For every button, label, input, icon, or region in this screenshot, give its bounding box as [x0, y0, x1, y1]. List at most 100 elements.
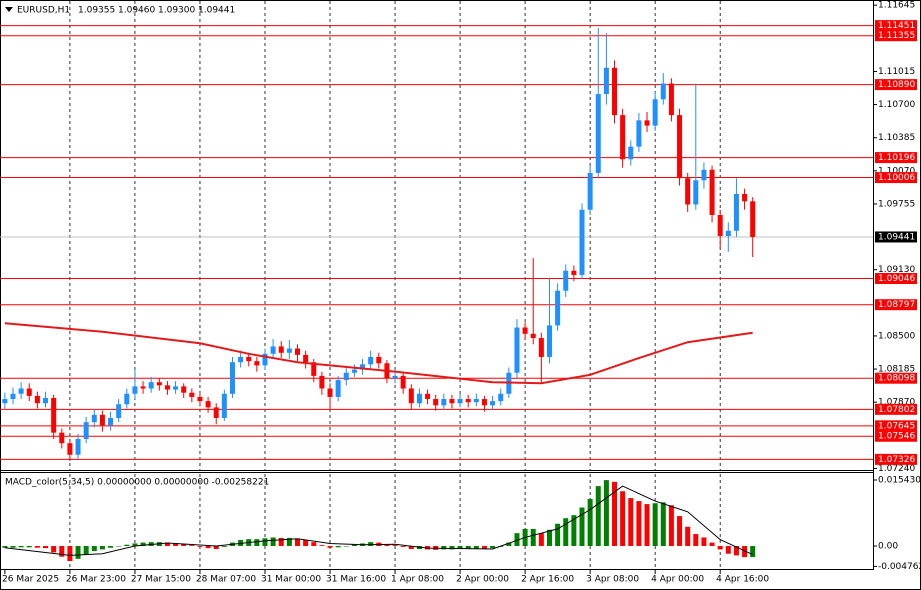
- candle-body: [733, 193, 739, 231]
- candle-body: [612, 67, 618, 116]
- candle-body: [18, 388, 24, 394]
- level-label-box: [875, 372, 917, 384]
- histogram-bar: [595, 486, 601, 547]
- level-label-box: [875, 420, 917, 432]
- histogram-bar: [717, 546, 723, 550]
- candle-body: [587, 172, 593, 210]
- candle-body: [2, 399, 8, 404]
- histogram-bar: [197, 546, 203, 547]
- menu-arrow[interactable]: [5, 7, 13, 12]
- candle-body: [668, 83, 674, 116]
- histogram-bar: [725, 546, 731, 554]
- histogram-bar: [668, 505, 674, 547]
- candle-body: [197, 396, 203, 402]
- histogram-bar: [221, 546, 227, 547]
- level-label: 1.09046: [878, 274, 915, 284]
- y-tick-label: 1.10070: [878, 166, 915, 176]
- candle-body: [701, 169, 707, 181]
- candle-body: [628, 146, 634, 160]
- level-label: 1.08797: [878, 300, 915, 310]
- histogram-bar: [343, 546, 349, 547]
- histogram-bar: [490, 546, 496, 549]
- histogram-bar: [51, 546, 57, 553]
- histogram-bar: [506, 542, 512, 547]
- candle-body: [717, 214, 723, 237]
- header-close: 1.09441: [198, 6, 235, 16]
- histogram-bar: [742, 546, 748, 558]
- candle-body: [238, 356, 244, 363]
- candle-body: [693, 180, 699, 205]
- candle-body: [546, 325, 552, 357]
- histogram-bar: [750, 546, 756, 558]
- histogram-bar: [555, 523, 561, 547]
- candle-body: [636, 120, 642, 147]
- x-tick-label: 4 Apr 16:00: [716, 575, 769, 585]
- candle-body: [595, 94, 601, 173]
- candle-body: [368, 356, 374, 365]
- candle-body: [164, 385, 170, 390]
- y-tick-label: 1.10700: [878, 100, 915, 110]
- histogram-bar: [620, 491, 626, 547]
- y-tick-label: 1.07870: [878, 398, 915, 408]
- histogram-bar: [34, 546, 40, 548]
- candle-body: [343, 372, 349, 381]
- histogram-bar: [701, 537, 707, 547]
- candle-body: [148, 382, 154, 389]
- histogram-bar: [644, 504, 650, 547]
- x-tick-label: 2 Apr 00:00: [456, 575, 509, 585]
- candle-body: [750, 201, 756, 237]
- histogram-bar: [319, 545, 325, 547]
- indicator-title: MACD_color(5,34,5) 0.00000000 0.00000000…: [5, 478, 269, 488]
- candle-body: [140, 386, 146, 389]
- histogram-bar: [124, 544, 130, 547]
- histogram-bar: [132, 543, 138, 547]
- candle-body: [620, 115, 626, 160]
- level-label: 1.10196: [878, 153, 915, 163]
- histogram-bar: [303, 540, 309, 547]
- histogram-bar: [18, 546, 24, 548]
- histogram-bar: [685, 526, 691, 547]
- level-label: 1.07326: [878, 455, 915, 465]
- candle-body: [319, 375, 325, 389]
- candle-body: [603, 67, 609, 95]
- histogram-bar: [59, 546, 65, 557]
- histogram-bar: [709, 542, 715, 547]
- candle-body: [571, 270, 577, 275]
- histogram-bar: [26, 546, 32, 548]
- y-tick-label: 1.09130: [878, 265, 915, 275]
- candle-body: [108, 417, 114, 426]
- histogram-bar: [10, 546, 16, 548]
- level-label-box: [875, 172, 917, 184]
- histogram-bar: [189, 545, 195, 547]
- histogram-bar: [571, 515, 577, 547]
- histogram-bar: [351, 544, 357, 547]
- candle-body: [457, 399, 463, 404]
- candle-body: [522, 327, 528, 334]
- histogram-bar: [612, 481, 618, 547]
- candle-body: [563, 270, 569, 291]
- level-label-box: [875, 453, 917, 465]
- candle-body: [246, 356, 252, 362]
- y-tick-label: 1.08185: [878, 365, 915, 375]
- histogram-bar: [286, 537, 292, 547]
- level-label: 1.10890: [878, 80, 915, 90]
- candle-body: [311, 362, 317, 376]
- candle-body: [181, 386, 187, 393]
- level-label-box: [875, 20, 917, 32]
- candle-body: [481, 399, 487, 406]
- candle-body: [43, 397, 49, 404]
- candle-body: [530, 333, 536, 339]
- current-price-label: 1.09441: [878, 232, 915, 242]
- candle-body: [189, 392, 195, 397]
- candle-body: [660, 83, 666, 100]
- y-tick-label: -0.0047620: [878, 562, 921, 572]
- histogram-bar: [368, 542, 374, 547]
- candle-body: [555, 290, 561, 326]
- candle-body: [498, 393, 504, 402]
- histogram-bar: [327, 546, 333, 548]
- candle-body: [376, 356, 382, 364]
- histogram-bar: [254, 539, 260, 547]
- x-tick-label: 26 Mar 2025: [2, 575, 59, 585]
